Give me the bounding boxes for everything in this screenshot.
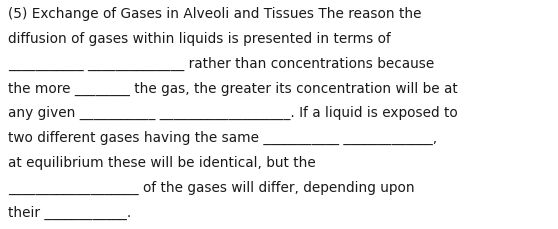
Text: ___________ ______________ rather than concentrations because: ___________ ______________ rather than c…	[8, 56, 435, 70]
Text: at equilibrium these will be identical, but the: at equilibrium these will be identical, …	[8, 155, 316, 169]
Text: ___________________ of the gases will differ, depending upon: ___________________ of the gases will di…	[8, 180, 415, 194]
Text: (5) Exchange of Gases in Alveoli and Tissues The reason the: (5) Exchange of Gases in Alveoli and Tis…	[8, 7, 422, 21]
Text: diffusion of gases within liquids is presented in terms of: diffusion of gases within liquids is pre…	[8, 32, 391, 46]
Text: two different gases having the same ___________ _____________,: two different gases having the same ____…	[8, 131, 437, 144]
Text: their ____________.: their ____________.	[8, 205, 132, 219]
Text: any given ___________ ___________________. If a liquid is exposed to: any given ___________ __________________…	[8, 106, 458, 120]
Text: the more ________ the gas, the greater its concentration will be at: the more ________ the gas, the greater i…	[8, 81, 458, 95]
